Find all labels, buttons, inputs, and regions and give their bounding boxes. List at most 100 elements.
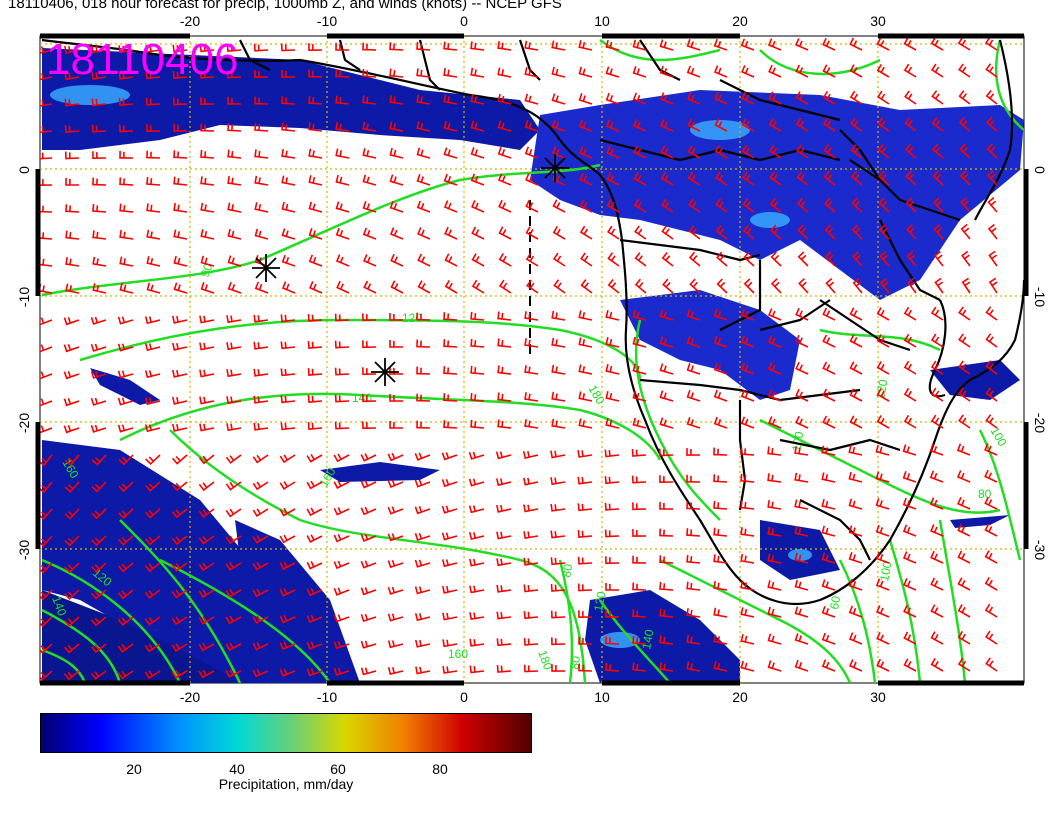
wind-barb <box>443 420 458 429</box>
wind-barb <box>551 40 566 51</box>
wind-barb <box>580 279 593 294</box>
wind-barb <box>333 533 350 543</box>
wind-barb <box>496 504 512 513</box>
wind-barb <box>605 39 620 51</box>
wind-barb <box>200 202 215 213</box>
wind-barb <box>743 251 755 267</box>
wind-barb <box>956 470 971 483</box>
wind-barb <box>173 176 188 186</box>
wind-barb <box>686 309 701 321</box>
wind-barb <box>848 471 863 483</box>
wind-barb <box>307 341 323 349</box>
wind-barb <box>498 226 512 240</box>
wind-barb <box>416 94 431 105</box>
wind-barb <box>64 562 80 574</box>
wind-barb <box>740 335 755 348</box>
wind-barb <box>768 118 782 132</box>
wind-barb <box>441 478 458 488</box>
wind-barb <box>172 396 188 405</box>
wind-barb <box>768 64 782 78</box>
wind-barb <box>118 535 134 546</box>
wind-barb <box>65 177 80 186</box>
wind-barb <box>633 172 647 186</box>
wind-barb <box>523 557 539 566</box>
wind-barb <box>117 616 134 627</box>
wind-barb <box>389 227 404 240</box>
wind-barb <box>686 554 701 564</box>
wind-barb <box>821 605 836 618</box>
wind-barb <box>146 124 161 133</box>
wind-barb <box>469 585 485 594</box>
wind-barb <box>468 505 485 514</box>
wind-barb <box>876 415 890 429</box>
wind-barb <box>631 475 647 484</box>
wind-barb <box>605 391 620 402</box>
wind-barb <box>389 174 404 186</box>
wind-barb <box>63 670 80 681</box>
wind-barb <box>769 198 782 213</box>
wind-barb <box>959 143 971 159</box>
wind-barb <box>984 443 998 456</box>
wind-barb <box>879 277 890 294</box>
wind-barb <box>173 255 188 267</box>
wind-barb <box>904 90 917 105</box>
wind-barb <box>496 531 512 540</box>
wind-barb <box>713 554 728 564</box>
wind-barb <box>524 338 539 348</box>
wind-barb <box>389 313 403 321</box>
wind-barb <box>387 586 404 595</box>
wind-barb <box>496 584 512 593</box>
wind-barb <box>933 250 944 267</box>
wind-barb <box>145 454 161 466</box>
wind-barb <box>606 145 620 159</box>
wind-barb <box>659 581 674 591</box>
wind-barb <box>632 336 647 348</box>
wind-barb <box>172 44 188 53</box>
wind-barb <box>929 443 944 456</box>
wind-barb <box>306 561 323 570</box>
wind-barb <box>551 119 566 132</box>
wind-barb <box>333 480 350 489</box>
wind-barb <box>146 229 161 240</box>
wind-barb <box>606 225 620 240</box>
wind-barb <box>660 118 674 132</box>
wind-barb <box>468 451 485 460</box>
wind-barb <box>40 99 53 107</box>
wind-barb <box>280 341 296 350</box>
wind-barb <box>795 307 809 321</box>
wind-barb <box>960 223 971 240</box>
wind-barb <box>117 670 134 680</box>
wind-barb <box>200 123 215 132</box>
wind-barb <box>389 421 403 429</box>
wind-barb <box>551 93 566 105</box>
wind-barb <box>876 307 890 321</box>
wind-barb <box>40 562 53 574</box>
wind-barb <box>794 552 809 564</box>
wind-barb <box>578 40 593 51</box>
wind-barb <box>63 425 80 434</box>
wind-barb <box>442 639 458 648</box>
wind-barb <box>821 445 836 456</box>
wind-barb <box>850 170 863 186</box>
wind-barb <box>713 527 728 537</box>
wind-barb <box>875 498 890 510</box>
wind-barb <box>879 250 890 267</box>
wind-barb <box>362 227 377 240</box>
wind-barb <box>306 641 323 650</box>
wind-barb <box>930 414 944 429</box>
wind-barb <box>659 39 674 51</box>
wind-barb <box>849 659 863 672</box>
contour-label: 180 <box>535 648 555 672</box>
wind-barb <box>959 170 971 186</box>
wind-barb <box>254 96 269 105</box>
wind-barb <box>144 562 161 573</box>
wind-barb <box>930 604 944 618</box>
wind-barb <box>144 424 161 433</box>
x-tick-top: 0 <box>460 13 468 29</box>
wind-barb <box>387 452 404 462</box>
wind-barb <box>958 63 971 78</box>
wind-barb <box>659 309 674 321</box>
wind-barb <box>470 147 485 159</box>
wind-barb <box>173 282 188 294</box>
wind-barb <box>387 506 404 515</box>
